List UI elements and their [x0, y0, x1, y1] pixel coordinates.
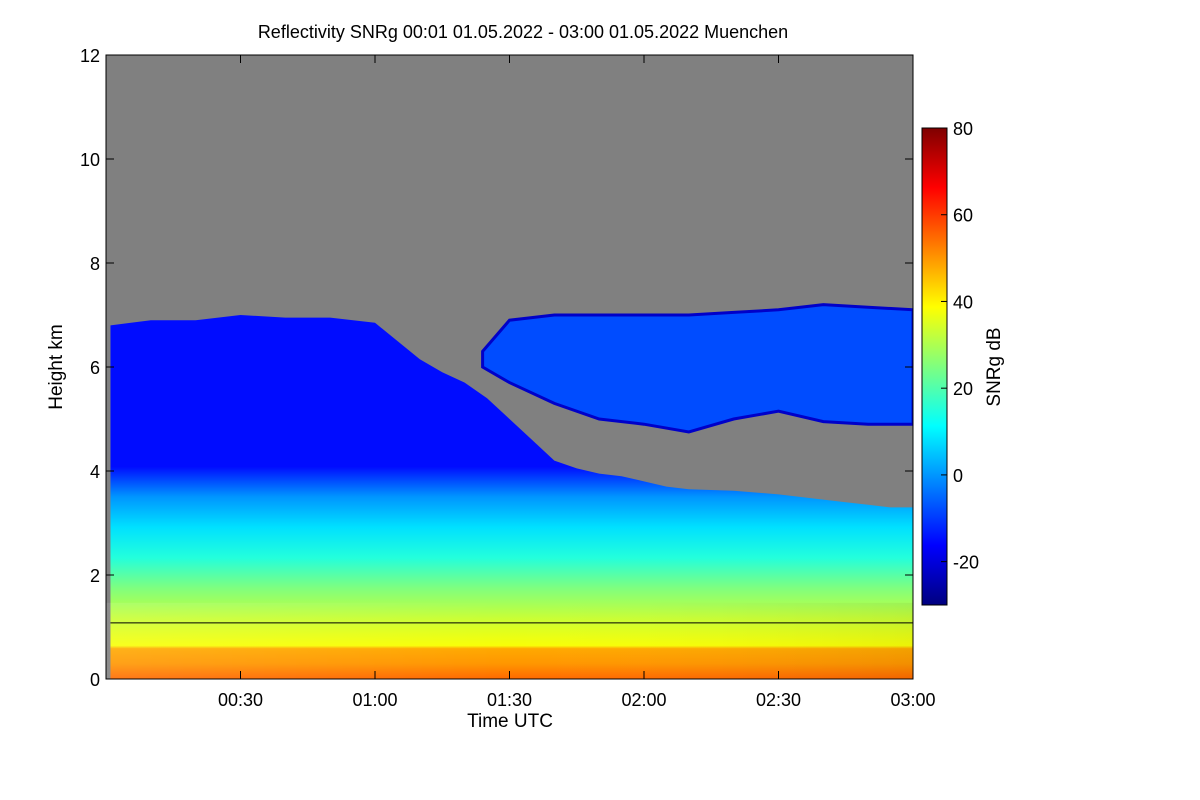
colorbar-gradient [921, 127, 948, 606]
colorbar-tick-label: -20 [953, 553, 979, 573]
x-tick-label: 01:30 [487, 690, 532, 710]
colorbar: -20 0 20 40 60 80 [921, 119, 979, 606]
x-axis-label: Time UTC [467, 711, 553, 732]
colorbar-tick-label: 40 [953, 292, 973, 312]
y-tick-label: 2 [90, 566, 100, 586]
x-tick-label: 00:30 [218, 690, 263, 710]
colorbar-ticks: -20 0 20 40 60 80 [941, 119, 979, 573]
plot-area [106, 55, 913, 679]
y-tick-label: 8 [90, 254, 100, 274]
colorbar-tick-label: 80 [953, 119, 973, 139]
x-axis: 00:30 01:00 01:30 02:00 02:30 03:00 [218, 55, 936, 710]
colorbar-label: SNRg dB [984, 327, 1005, 406]
colorbar-tick-label: 20 [953, 379, 973, 399]
plot-frame [105, 54, 914, 680]
signal-texture [106, 602, 913, 679]
x-tick-label: 01:00 [352, 690, 397, 710]
chart-title: Reflectivity SNRg 00:01 01.05.2022 - 03:… [258, 22, 788, 42]
y-axis-label: Height km [46, 324, 67, 410]
signal-region-upper-cloud [481, 303, 913, 434]
y-tick-label: 10 [80, 150, 100, 170]
x-tick-label: 02:30 [756, 690, 801, 710]
colorbar-tick-label: 60 [953, 206, 973, 226]
y-tick-label: 6 [90, 358, 100, 378]
signal-region-lower [110, 315, 913, 679]
y-axis: 0 2 4 6 8 10 12 [80, 46, 913, 690]
y-tick-label: 0 [90, 670, 100, 690]
y-tick-label: 4 [90, 462, 100, 482]
x-tick-label: 02:00 [621, 690, 666, 710]
y-tick-label: 12 [80, 46, 100, 66]
colorbar-tick-label: 0 [953, 466, 963, 486]
x-tick-label: 03:00 [890, 690, 935, 710]
